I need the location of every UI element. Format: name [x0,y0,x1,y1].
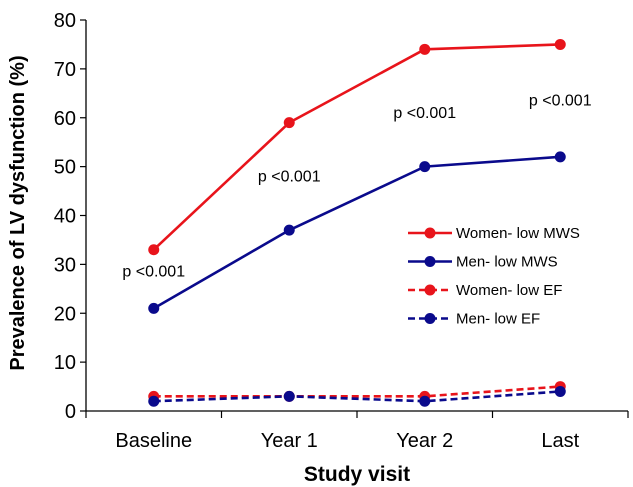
y-tick-label: 80 [54,10,76,32]
legend-label: Men- low MWS [456,254,558,271]
data-point [419,395,431,407]
data-point [554,38,566,50]
p-value-annotation: p <0.001 [258,168,321,185]
y-tick-label: 60 [54,108,76,130]
data-point [283,117,295,129]
x-tick-label: Baseline [115,430,192,452]
data-point [283,224,295,236]
x-tick-label: Year 1 [261,430,318,452]
p-value-annotation: p <0.001 [393,105,456,122]
legend-item: Men- low MWS [408,254,558,271]
legend-label: Women- low EF [456,282,562,299]
series-line [153,385,561,398]
y-tick-label: 70 [54,59,76,81]
data-point [148,244,160,256]
x-tick-label: Year 2 [396,430,453,452]
legend-marker [424,313,436,324]
legend-item: Women- low MWS [408,225,580,242]
legend-label: Men- low EF [456,311,540,328]
series-0 [148,38,566,256]
series-1 [148,151,566,314]
y-tick-label: 50 [54,157,76,179]
y-tick-label: 10 [54,352,76,374]
series-line [152,43,561,251]
y-tick-label: 40 [54,206,76,228]
legend-item: Men- low EF [408,311,540,328]
y-tick-label: 0 [65,401,76,423]
y-tick-label: 20 [54,303,76,325]
legend-marker [424,256,436,267]
legend-marker [424,284,436,296]
series-3 [148,385,566,407]
legend-marker [424,227,436,239]
x-tick-label: Last [541,430,579,452]
data-point [419,161,431,173]
p-value-annotation: p <0.001 [122,264,185,281]
legend-label: Women- low MWS [456,225,580,242]
x-axis-title: Study visit [304,463,410,486]
p-value-annotation: p <0.001 [529,93,592,110]
data-point [554,385,566,397]
legend-item: Women- low EF [408,282,562,299]
data-point [283,390,295,402]
data-point [148,302,160,314]
series-line [153,390,561,403]
data-point [148,395,160,407]
y-tick-label: 30 [54,254,76,276]
series-line [153,155,561,310]
data-point [419,43,431,55]
data-point [554,151,566,163]
y-axis-title: Prevalence of LV dysfunction (%) [7,55,29,370]
